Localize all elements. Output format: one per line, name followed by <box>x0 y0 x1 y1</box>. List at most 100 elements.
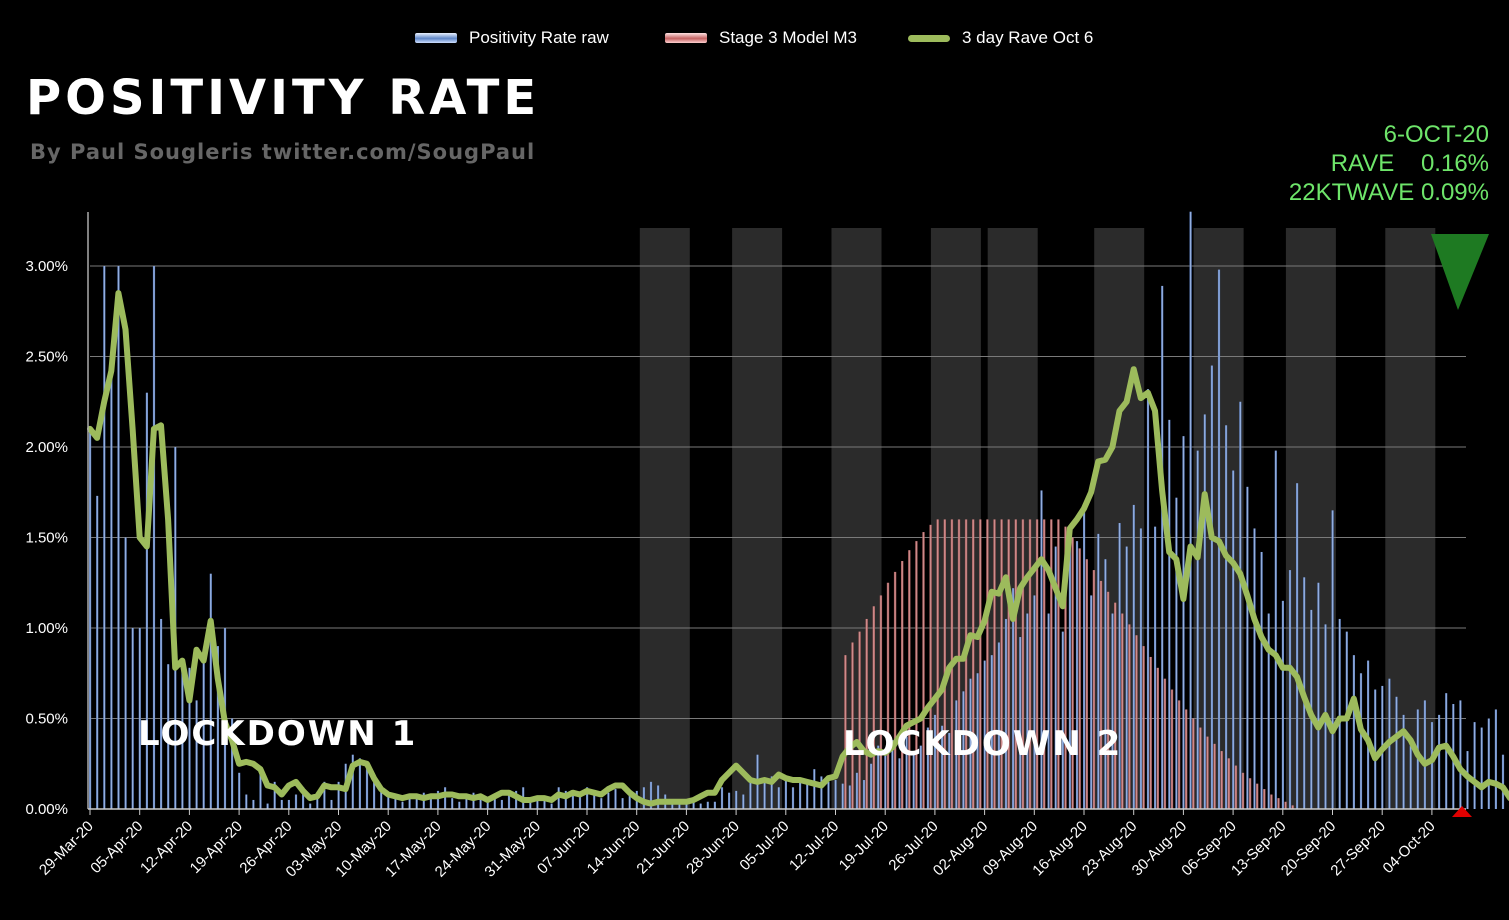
raw-bar <box>1061 631 1064 809</box>
raw-bar <box>202 655 205 809</box>
raw-bar <box>962 691 965 809</box>
raw-bar <box>515 790 518 809</box>
model-bar <box>1291 805 1294 809</box>
raw-bar <box>273 781 276 809</box>
rave-line-group <box>87 290 1509 807</box>
raw-bar <box>209 573 212 809</box>
raw-bar <box>1459 700 1462 809</box>
raw-bar <box>287 799 290 809</box>
raw-bar <box>1019 637 1022 809</box>
raw-bar <box>976 673 979 809</box>
model-bar <box>1085 559 1088 809</box>
model-bar <box>1050 519 1053 809</box>
raw-bar <box>1097 533 1100 809</box>
raw-bar <box>877 745 880 809</box>
raw-bar <box>770 776 773 809</box>
model-bar <box>964 519 968 809</box>
model-bar <box>972 519 975 809</box>
model-bar <box>1021 519 1025 809</box>
raw-bar <box>252 799 255 809</box>
y-tick-label: 2.00% <box>25 439 68 456</box>
raw-bar <box>387 794 390 809</box>
model-bar <box>1092 570 1096 809</box>
model-bar <box>1170 689 1174 809</box>
x-tick-label: 12-Apr-20 <box>137 818 196 877</box>
raw-bar <box>1125 546 1128 809</box>
model-bar <box>879 595 883 809</box>
model-bar <box>1248 778 1252 809</box>
raw-bar <box>898 758 901 809</box>
raw-bar <box>1146 389 1150 809</box>
raw-bar <box>1083 512 1086 809</box>
raw-bar <box>1253 528 1256 809</box>
model-bar <box>922 532 925 809</box>
raw-bar <box>1274 450 1277 809</box>
model-bar <box>1185 709 1188 809</box>
raw-bar <box>1075 541 1079 809</box>
raw-bar <box>657 785 660 809</box>
raw-bar <box>380 790 383 809</box>
x-tick-label: 21-Jun-20 <box>633 818 693 878</box>
raw-bar <box>1409 745 1412 809</box>
raw-bar <box>600 798 603 809</box>
y-tick-label: 3.00% <box>25 258 68 275</box>
raw-bar <box>1004 618 1008 809</box>
model-bar <box>1106 591 1110 809</box>
model-bar <box>1071 537 1074 809</box>
raw-bar <box>827 781 830 809</box>
raw-bar <box>692 801 695 809</box>
raw-bar <box>1111 613 1114 809</box>
weekend-band <box>732 228 783 809</box>
raw-bar <box>699 803 702 809</box>
model-bar <box>929 524 932 809</box>
legend-swatch-rave <box>908 34 950 42</box>
model-bar <box>886 582 890 809</box>
raw-bar <box>373 781 376 809</box>
raw-bar <box>628 794 631 809</box>
raw-bar <box>593 794 596 809</box>
raw-bar <box>1175 497 1178 809</box>
raw-bar <box>905 736 908 809</box>
x-tick-label: 12-Jul-20 <box>786 818 842 874</box>
down-trend-icon <box>1431 234 1489 310</box>
raw-bar <box>266 803 269 809</box>
model-bar <box>986 519 989 809</box>
y-tick-label: 1.50% <box>25 530 68 547</box>
raw-bar <box>571 792 574 809</box>
raw-bar <box>216 646 219 809</box>
raw-bar <box>990 655 993 809</box>
raw-bar <box>394 798 397 809</box>
raw-bar <box>848 785 851 809</box>
raw-bar <box>1225 425 1228 809</box>
raw-bar <box>791 787 795 809</box>
raw-bar <box>408 796 411 809</box>
raw-bar <box>131 628 134 809</box>
raw-bar <box>529 798 532 809</box>
raw-bar <box>231 718 234 809</box>
model-bar <box>1128 624 1131 809</box>
raw-bar <box>465 794 468 809</box>
x-tick-label: 07-Jun-20 <box>534 818 594 878</box>
raw-bar <box>1232 470 1235 809</box>
raw-bar <box>884 751 887 809</box>
model-bar <box>1227 758 1230 809</box>
raw-bar <box>1423 700 1426 809</box>
model-bar <box>1270 794 1273 809</box>
model-bar <box>1014 519 1017 809</box>
raw-bar <box>1026 613 1029 809</box>
model-bar <box>1163 678 1167 809</box>
raw-bar <box>1196 450 1199 809</box>
model-bar <box>915 541 918 809</box>
model-bar <box>1035 519 1039 809</box>
model-bar <box>1078 548 1081 809</box>
raw-bar <box>1033 595 1036 809</box>
model-bar <box>858 631 861 809</box>
model-bar <box>908 550 911 809</box>
model-bar <box>943 519 946 809</box>
raw-bar <box>1047 613 1050 809</box>
raw-bar <box>436 790 440 809</box>
raw-bar <box>358 758 361 809</box>
model-bar <box>936 519 939 809</box>
raw-bar <box>1154 526 1157 809</box>
legend-item-rave: 3 day Rave Oct 6 <box>908 28 1093 48</box>
